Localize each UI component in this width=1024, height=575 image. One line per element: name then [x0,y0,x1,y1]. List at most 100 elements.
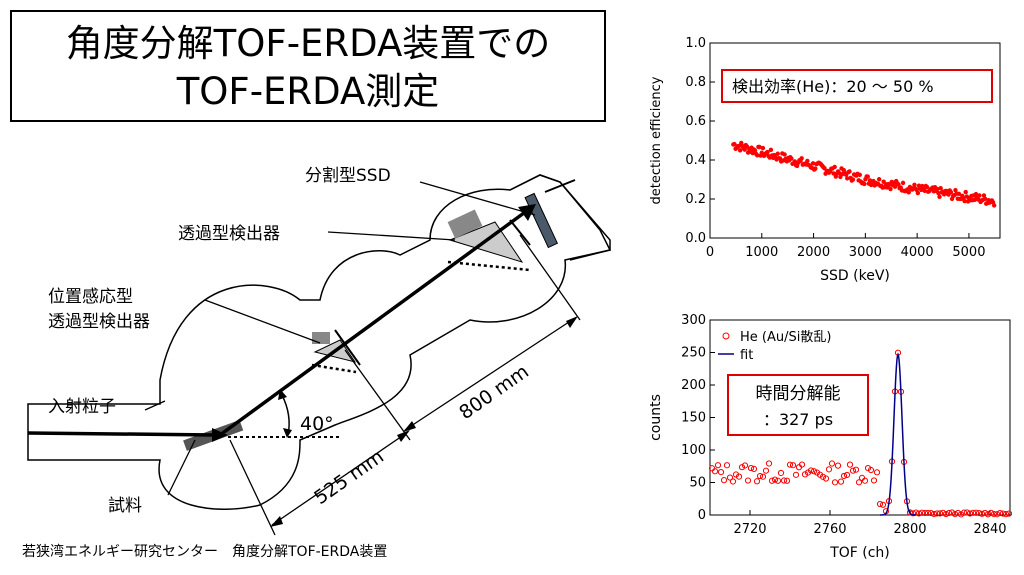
chart1-point [936,190,941,196]
chart1-point [757,144,762,150]
chart2-annotation-2: ：327 ps [763,410,833,429]
title-line-2: TOF-ERDA測定 [176,70,440,113]
chart1-point [900,180,906,186]
chart2-point [789,462,797,469]
chart2-point [738,464,746,471]
dim-arrow-800 [404,317,576,431]
chart2-point [717,468,725,476]
label-transmission-detector: 透過型検出器 [178,224,280,244]
chart2-legend-marker-he [722,332,730,340]
chart2-point [945,509,953,517]
chart2-fit-line [880,352,916,516]
chart1-point [775,151,780,156]
chart2-point [837,478,845,485]
chart2-xtick-label: 2760 [813,522,846,537]
chart2-point [843,471,851,479]
chart2-point [963,509,971,516]
ssd-bracket [544,179,576,193]
chart2-point [714,462,722,469]
chart1-point [956,191,962,197]
chart2-ylabel: counts [648,394,664,441]
chart1-point [832,164,837,170]
title-box: 角度分解TOF-ERDA装置での TOF-ERDA測定 [10,10,606,122]
dim-ext-sample [229,439,276,536]
chart2-ytick-label: 300 [681,313,706,328]
chart2-point [711,468,719,475]
chart2-point [741,462,749,469]
transmission-detector-plane [509,219,531,246]
chart1-point [850,177,856,182]
chart2-point [810,468,818,475]
chart2-point [771,476,779,483]
chart1-point [922,188,927,193]
transmission-detector-dotted [447,260,531,272]
ssd-detector [524,192,559,249]
chart2-point [1002,511,1010,518]
dim-arrow-800-head-a [403,421,416,432]
chart1-point [982,196,988,202]
chart2-point [996,509,1004,517]
chart1-point [805,158,810,164]
chart2-point [921,509,929,517]
chart1-point [768,147,774,153]
label-ssd: 分割型SSD [305,166,391,186]
leader-position [204,299,321,344]
position-detector-dotted [311,363,357,374]
chart2-point [780,477,788,484]
chart2-point [978,510,986,517]
dim-arrow-525-head-a [270,516,283,527]
chart2-xlabel: TOF (ch) [829,545,890,561]
chart1-point [915,190,921,196]
chart1-plot: 0 1000 2000 3000 4000 5000 0.0 0.2 0.4 0.6 0.8 1.0 S… [649,36,1001,284]
chart2-point [783,477,791,484]
chart2-point [807,467,815,474]
chart2-point [954,509,962,517]
chart2-point [906,509,914,516]
chart2-point [774,477,782,484]
chart2-point [951,510,959,518]
label-sample: 試料 [108,496,142,516]
chart2-point [798,461,806,468]
chart1-point [847,169,852,174]
chart2-point [999,510,1007,517]
leader-incident [144,400,166,411]
position-detector-mount [312,332,330,344]
chart1-ytick-label: 1.0 [685,36,706,51]
chart2-point [924,509,932,517]
chart2-point [948,509,956,516]
chart2-point [969,509,977,516]
chart2-xtick-label: 2840 [973,522,1006,537]
chart1-point [831,171,836,176]
chart2-point [873,469,881,476]
chart1-point [810,161,816,166]
chart2-point [930,510,938,518]
chart2-ytick-label: 150 [681,411,706,426]
chart2-point [765,460,773,467]
chart1-point [896,182,901,187]
chart1-point [981,193,987,198]
chart2-point [879,501,887,508]
label-position-sensitive-2: 透過型検出器 [48,312,150,332]
chart1-xlabel: SSD (keV) [820,268,890,284]
dim-arrow-525-head-b [397,430,410,442]
chart1-point [755,153,760,158]
chart1-point [752,148,758,153]
chart1-point [792,159,798,164]
chart2-point [828,460,836,467]
chart1-ytick-label: 0.2 [685,192,706,207]
dim-arrow-525 [271,431,409,526]
chart1-point [838,174,843,180]
chart1-point [760,145,766,151]
chart1-point [799,156,804,161]
apparatus-diagram: 40° 525 mm 800 mm [27,174,612,536]
chart2-point [975,509,983,517]
chart1-point [937,194,942,199]
chart2-ytick-label: 250 [681,346,706,361]
chart2-point [849,467,857,474]
chart2-point [729,478,737,485]
chart2-point [936,510,944,517]
chart1-xtick-label: 4000 [901,245,934,260]
chart2-point [990,511,998,518]
chart2-point [957,511,965,518]
chart1-xtick-label: 1000 [745,245,778,260]
